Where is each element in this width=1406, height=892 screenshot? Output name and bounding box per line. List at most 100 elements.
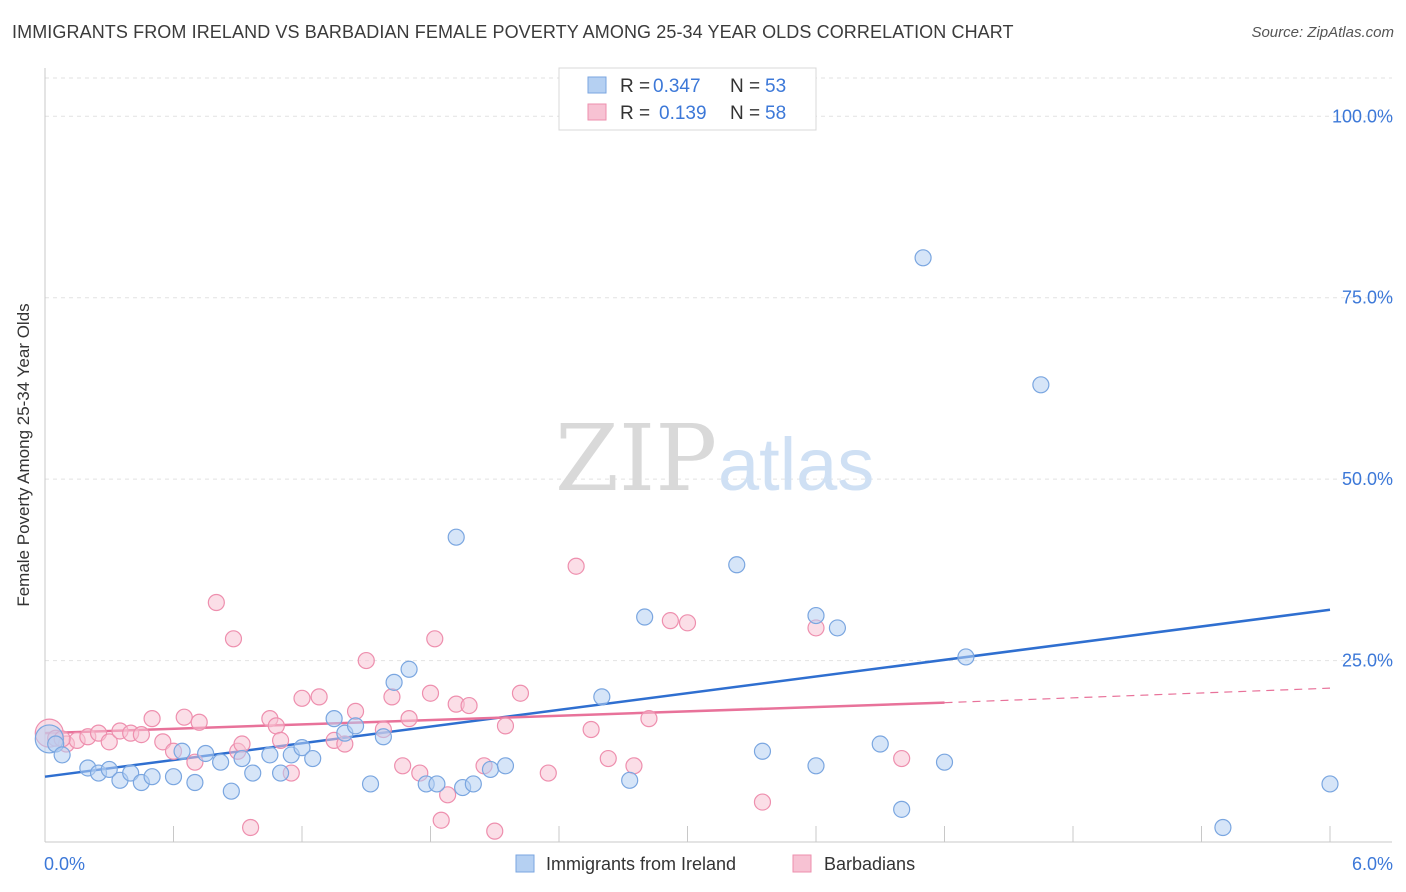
y-tick-label: 100.0% bbox=[1332, 106, 1393, 126]
point-ireland bbox=[374, 728, 392, 746]
bottom-legend-label-barbadians: Barbadians bbox=[824, 854, 915, 874]
trend-line-ireland bbox=[44, 608, 1331, 778]
point-ireland bbox=[173, 742, 191, 760]
point-barbadian bbox=[432, 811, 450, 829]
point-barbadian bbox=[893, 749, 911, 768]
legend-r-value-1: 0.347 bbox=[653, 76, 701, 97]
point-ireland bbox=[186, 773, 204, 792]
point-ireland bbox=[361, 775, 380, 793]
point-barbadian bbox=[496, 717, 515, 735]
axes bbox=[44, 68, 1392, 843]
point-barbadian bbox=[394, 757, 412, 775]
trend-line-barbadian-extension bbox=[944, 687, 1331, 704]
point-ireland bbox=[464, 775, 482, 793]
y-tick-label: 75.0% bbox=[1342, 288, 1393, 308]
point-ireland bbox=[346, 717, 365, 735]
point-barbadian bbox=[233, 735, 251, 753]
point-ireland bbox=[935, 753, 954, 771]
point-ireland bbox=[807, 606, 825, 625]
point-ireland bbox=[271, 764, 290, 782]
point-barbadian bbox=[383, 688, 401, 706]
gridlines bbox=[45, 77, 1392, 662]
bottom-legend: Immigrants from Ireland Barbadians bbox=[515, 854, 915, 874]
point-barbadian bbox=[242, 818, 260, 837]
point-barbadian bbox=[190, 713, 208, 731]
point-barbadian bbox=[175, 708, 193, 726]
point-barbadian bbox=[271, 731, 290, 750]
point-ireland bbox=[122, 764, 140, 782]
bottom-legend-swatch-pink bbox=[792, 854, 812, 873]
point-ireland bbox=[1321, 775, 1339, 793]
point-ireland bbox=[636, 608, 654, 626]
x-tick-label-min: 0.0% bbox=[44, 854, 85, 874]
point-barbadian bbox=[143, 710, 161, 728]
point-ireland bbox=[244, 764, 262, 782]
point-ireland bbox=[100, 760, 118, 779]
point-ireland bbox=[197, 744, 215, 763]
point-ireland bbox=[212, 753, 230, 771]
bottom-legend-label-ireland: Immigrants from Ireland bbox=[546, 854, 736, 874]
point-barbadian bbox=[539, 764, 557, 782]
point-ireland bbox=[222, 782, 240, 800]
bottom-legend-swatch-blue bbox=[515, 854, 535, 873]
point-ireland bbox=[1214, 818, 1232, 837]
point-barbadian bbox=[346, 702, 365, 720]
point-ireland bbox=[304, 749, 322, 768]
point-barbadian bbox=[678, 614, 697, 632]
source-credit: Source: ZipAtlas.com bbox=[1251, 24, 1394, 41]
legend-r-label-2: R = bbox=[620, 103, 650, 124]
legend-n-label-1: N = bbox=[730, 76, 760, 97]
point-ireland bbox=[828, 619, 847, 637]
point-ireland bbox=[385, 673, 403, 691]
point-barbadian bbox=[400, 710, 418, 728]
point-barbadian bbox=[132, 725, 150, 744]
watermark: ZIP atlas bbox=[555, 405, 874, 512]
point-barbadian bbox=[267, 717, 285, 735]
point-barbadian bbox=[224, 630, 243, 648]
point-barbadian bbox=[486, 822, 504, 840]
point-ireland bbox=[914, 249, 932, 267]
watermark-atlas: atlas bbox=[718, 423, 874, 506]
point-barbadian bbox=[511, 684, 530, 702]
point-ireland bbox=[481, 760, 500, 779]
point-barbadian bbox=[293, 689, 311, 707]
point-ireland bbox=[496, 757, 515, 775]
point-ireland bbox=[753, 742, 772, 760]
point-barbadian bbox=[567, 557, 585, 575]
tick-labels: 25.0% 50.0% 75.0% 100.0% 0.0% 6.0% bbox=[44, 106, 1393, 874]
legend-swatch-blue bbox=[587, 76, 607, 94]
point-ireland bbox=[428, 775, 446, 793]
x-tick-label-max: 6.0% bbox=[1352, 854, 1393, 874]
point-barbadian bbox=[599, 749, 617, 768]
legend-n-value-2: 58 bbox=[765, 103, 786, 124]
point-barbadian bbox=[421, 684, 440, 702]
point-barbadian bbox=[460, 696, 478, 715]
point-barbadian bbox=[357, 651, 375, 670]
legend-n-value-1: 53 bbox=[765, 76, 786, 97]
point-barbadian bbox=[207, 593, 225, 612]
point-ireland bbox=[807, 757, 825, 775]
watermark-zip: ZIP bbox=[555, 405, 717, 512]
point-barbadian bbox=[582, 720, 600, 739]
point-ireland bbox=[893, 800, 911, 818]
legend-swatch-pink bbox=[587, 103, 607, 121]
top-legend: R = 0.347 N = 53 R = 0.139 N = 58 bbox=[558, 67, 817, 131]
legend-n-label-2: N = bbox=[730, 103, 760, 124]
point-barbadian bbox=[154, 733, 172, 751]
point-barbadian bbox=[640, 710, 658, 728]
point-ireland bbox=[325, 710, 343, 728]
y-tick-label: 25.0% bbox=[1342, 651, 1393, 671]
point-ireland bbox=[293, 739, 311, 757]
point-ireland bbox=[1032, 376, 1050, 394]
point-ireland bbox=[871, 735, 889, 753]
point-barbadian bbox=[310, 688, 328, 706]
point-barbadian bbox=[426, 630, 444, 648]
y-tick-label: 50.0% bbox=[1342, 469, 1393, 489]
chart-title: IMMIGRANTS FROM IRELAND VS BARBADIAN FEM… bbox=[12, 22, 1014, 42]
point-barbadian bbox=[753, 793, 772, 811]
point-ireland bbox=[233, 749, 251, 768]
point-barbadian bbox=[661, 612, 679, 630]
point-ireland bbox=[621, 771, 639, 789]
point-ireland bbox=[728, 556, 746, 574]
